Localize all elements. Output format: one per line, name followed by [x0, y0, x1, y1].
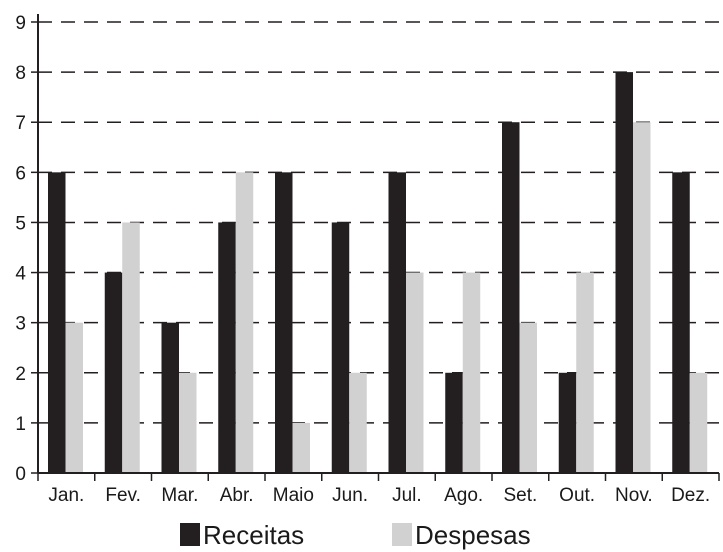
y-tick-label: 6 [15, 163, 26, 184]
y-tick-label: 7 [15, 113, 26, 134]
x-tick-label: Jan. [48, 485, 84, 506]
bar-receitas-2 [104, 272, 123, 473]
legend-label-despesas: Despesas [415, 520, 531, 550]
y-tick-labels: 0 1 2 3 4 5 6 7 8 9 [15, 13, 26, 485]
y-tick-label: 4 [15, 264, 26, 285]
x-tick-label: Maio [273, 485, 314, 506]
bar-receitas-1 [48, 172, 66, 474]
bar-receitas-8 [445, 372, 463, 473]
bar-despesas-1 [65, 322, 83, 473]
y-tick-label: 3 [15, 314, 26, 335]
y-tick-label: 1 [15, 414, 26, 435]
bar-despesas-12 [689, 372, 708, 473]
bar-despesas-9 [519, 322, 537, 473]
x-tick-label: Ago. [444, 485, 483, 506]
bar-despesas-7 [406, 272, 424, 473]
legend-label-receitas: Receitas [203, 520, 304, 550]
bars [48, 72, 708, 474]
y-tick-label: 9 [15, 13, 26, 34]
x-tick-label: Jun. [332, 485, 368, 506]
axes [31, 14, 720, 481]
bar-despesas-3 [179, 372, 197, 473]
bar-despesas-5 [292, 422, 310, 473]
x-tick-label: Abr. [220, 485, 254, 506]
bar-receitas-6 [331, 222, 350, 473]
bar-receitas-9 [502, 122, 520, 473]
bar-despesas-10 [576, 272, 594, 473]
x-tick-label: Fev. [105, 485, 141, 506]
legend-swatch-despesas [392, 523, 412, 546]
legend-swatch-receitas [180, 523, 200, 546]
y-tick-label: 5 [15, 213, 26, 234]
x-tick-label: Jul. [392, 485, 422, 506]
bar-despesas-11 [633, 122, 651, 473]
x-tick-label: Set. [503, 485, 537, 506]
x-tick-label: Mar. [161, 485, 198, 506]
y-tick-label: 8 [15, 63, 26, 84]
bar-despesas-4 [235, 172, 254, 474]
x-tick-label: Out. [559, 485, 595, 506]
bar-receitas-3 [161, 322, 179, 473]
bar-receitas-11 [615, 72, 633, 473]
x-tick-labels: Jan. Fev. Mar. Abr. Maio Jun. Jul. Ago. Set. Out.… [48, 485, 710, 506]
bar-despesas-6 [349, 372, 367, 473]
bar-receitas-12 [672, 172, 690, 474]
x-tick-label: Nov. [615, 485, 653, 506]
bar-despesas-8 [462, 272, 481, 473]
legend: Receitas Despesas [180, 520, 531, 550]
bar-receitas-10 [558, 372, 577, 473]
y-tick-label: 0 [15, 464, 26, 485]
y-tick-label: 2 [15, 364, 26, 385]
bar-receitas-7 [388, 172, 406, 474]
x-tick-label: Dez. [671, 485, 710, 506]
bar-receitas-5 [275, 172, 293, 474]
bar-receitas-4 [218, 222, 236, 473]
bar-despesas-2 [122, 222, 140, 473]
